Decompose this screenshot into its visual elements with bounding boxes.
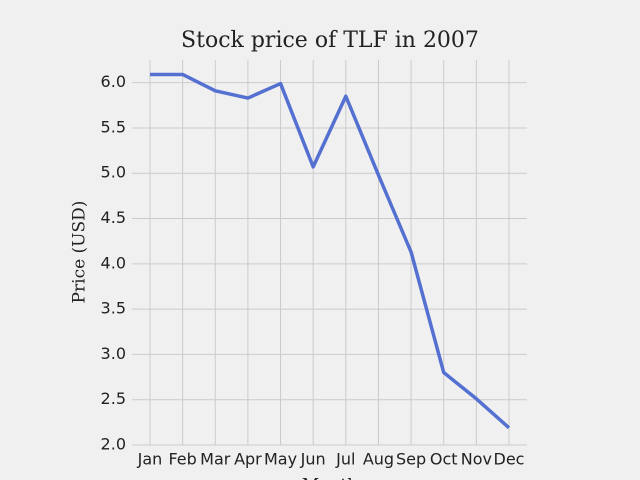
x-tick-label: Feb <box>168 450 196 469</box>
x-tick-label: Apr <box>234 450 262 469</box>
price-line <box>150 72 511 430</box>
x-tick-label: Aug <box>363 450 394 469</box>
y-tick-label: 3.5 <box>101 299 126 318</box>
y-tick-label: 2.5 <box>101 389 126 408</box>
y-tick-label: 5.0 <box>101 163 126 182</box>
y-tick-label: 5.5 <box>101 117 126 136</box>
x-tick-label: Jun <box>300 450 326 469</box>
x-tick-label: Mar <box>200 450 231 469</box>
x-tick-label: Sep <box>396 450 426 469</box>
x-tick-label: Dec <box>494 450 525 469</box>
y-tick-label: 3.0 <box>101 344 126 363</box>
x-tick-label: Oct <box>430 450 458 469</box>
x-tick-label: Nov <box>461 450 492 469</box>
y-tick-label: 4.5 <box>101 208 126 227</box>
x-tick-label: Jan <box>137 450 163 469</box>
y-axis-label: Price (USD) <box>70 201 90 304</box>
chart-title: Stock price of TLF in 2007 <box>181 28 479 53</box>
x-tick-label: May <box>264 450 297 469</box>
y-tick-label: 4.0 <box>101 253 126 272</box>
x-tick-label: Jul <box>335 450 355 469</box>
y-tick-label: 2.0 <box>101 435 126 454</box>
x-axis-label: Month <box>302 476 358 480</box>
y-tick-label: 6.0 <box>101 72 126 91</box>
